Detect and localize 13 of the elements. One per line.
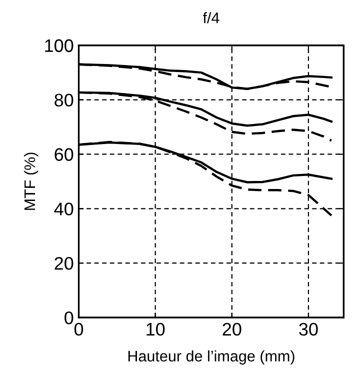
y-tick-label: 60 bbox=[54, 148, 74, 161]
y-tick-label: 40 bbox=[54, 202, 74, 216]
y-axis-title: MTF (%) bbox=[24, 152, 38, 210]
x-axis-title: Hauteur de l’image (mm) bbox=[128, 350, 294, 365]
x-tick-label: 10 bbox=[146, 322, 165, 336]
x-tick-label: 0 bbox=[74, 322, 84, 336]
y-tick-label: 80 bbox=[54, 94, 74, 107]
x-tick-label: 20 bbox=[222, 322, 242, 336]
y-tick-label: 0 bbox=[64, 311, 74, 324]
x-tick-label: 30 bbox=[299, 322, 318, 336]
y-tick-label: 20 bbox=[54, 257, 74, 270]
chart-title: f/4 bbox=[202, 12, 220, 24]
y-tick-label: 100 bbox=[45, 39, 74, 52]
